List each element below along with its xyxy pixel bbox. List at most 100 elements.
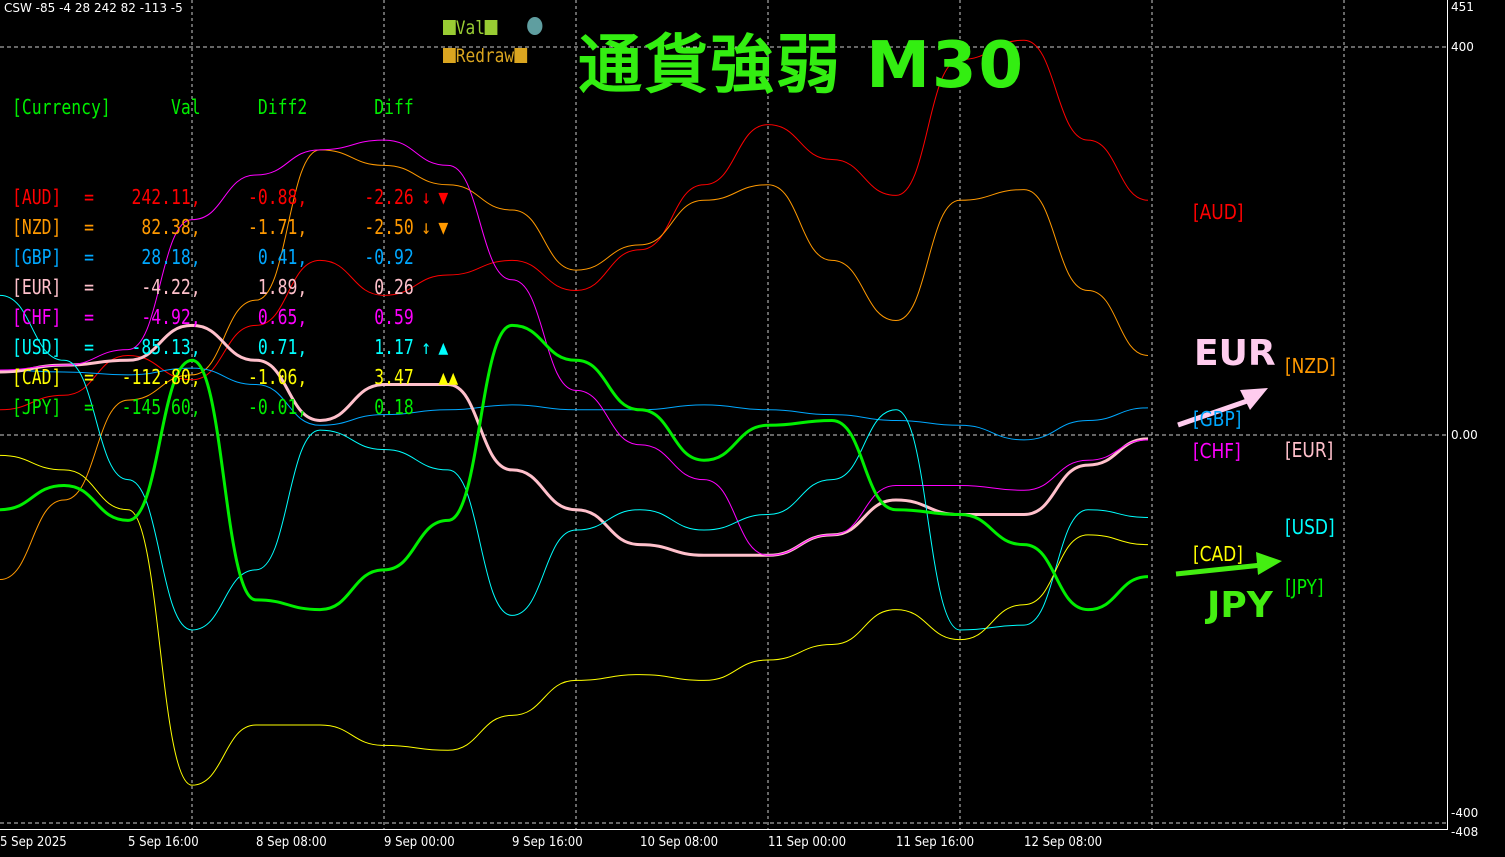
val-square-icon: [484, 20, 498, 35]
diff-cell: 1.17: [374, 335, 414, 359]
diff2-cell: -1.06,: [247, 365, 308, 389]
arrow-icon: [414, 272, 439, 302]
diff-cell: 0.59: [374, 305, 414, 329]
arrow-icon: ↑: [421, 335, 432, 359]
strongest-currency-label: EUR: [1194, 333, 1276, 374]
currency-cell: [AUD]: [12, 185, 62, 209]
val-cell: -145.60,: [121, 395, 201, 419]
currency-cell: [JPY]: [12, 395, 62, 419]
legend-redraw[interactable]: Redraw: [455, 45, 515, 67]
dot-icon[interactable]: [526, 17, 543, 35]
weak-arrow-head-icon: [1256, 552, 1282, 575]
x-tick: 9 Sep 00:00: [384, 835, 455, 850]
x-tick: 8 Sep 08:00: [256, 835, 327, 850]
val-cell: 28.18,: [141, 245, 201, 269]
diff-cell: -2.26: [364, 185, 414, 209]
diff-cell: 0.18: [374, 395, 414, 419]
arrow-icon: ↓: [421, 215, 432, 239]
diff2-cell: -0.88,: [247, 185, 308, 209]
triangle-icon: ▲: [438, 335, 449, 359]
header-diff: Diff: [374, 95, 414, 119]
triangle-icon: [438, 272, 487, 302]
val-cell: 242.11,: [131, 185, 201, 209]
triangle-icon: ▼: [438, 185, 449, 209]
arrow-icon: [414, 392, 439, 422]
currency-cell: [GBP]: [12, 245, 62, 269]
triangle-icon: ▼: [438, 215, 449, 239]
diff2-cell: 0.41,: [257, 245, 308, 269]
strength-table: [Currency] Val Diff2 Diff [AUD] = 242.11, -…: [12, 32, 488, 452]
weak-arrow-icon: [1175, 562, 1263, 577]
currency-cell: [NZD]: [12, 215, 62, 239]
val-cell: -85.13,: [131, 335, 201, 359]
x-tick: 9 Sep 16:00: [512, 835, 583, 850]
equals-cell: =: [84, 245, 95, 269]
table-row: [NZD] = 82.38, -1.71, -2.50 ↓ ▼: [12, 212, 488, 242]
equals-cell: =: [84, 185, 95, 209]
legend: Val Redraw: [443, 14, 543, 70]
line-label-nzd: [NZD]: [1285, 354, 1336, 378]
redraw-square-icon: [443, 48, 456, 63]
line-label-gbp: [GBP]: [1193, 407, 1242, 431]
diff2-cell: -0.01,: [247, 395, 308, 419]
equals-cell: =: [84, 335, 95, 359]
strong-arrow-head-icon: [1240, 388, 1268, 410]
equals-cell: =: [84, 215, 95, 239]
table-row: [AUD] = 242.11, -0.88, -2.26 ↓ ▼: [12, 182, 488, 212]
triangle-icon: [438, 392, 487, 422]
redraw-square-icon: [514, 48, 527, 63]
diff2-cell: 0.71,: [257, 335, 308, 359]
table-row: [USD] = -85.13, 0.71, 1.17 ↑ ▲: [12, 332, 488, 362]
equals-cell: =: [84, 275, 95, 299]
table-header: [Currency] Val Diff2 Diff: [12, 92, 488, 122]
table-row: [EUR] = -4.22, 1.89, 0.26: [12, 272, 488, 302]
diff-cell: -0.92: [364, 245, 414, 269]
strong-arrow-icon: [1177, 397, 1251, 428]
currency-cell: [CAD]: [12, 365, 62, 389]
line-label-aud: [AUD]: [1193, 200, 1244, 224]
table-row: [CHF] = -4.92, 0.65, 0.59: [12, 302, 488, 332]
equals-cell: =: [84, 395, 95, 419]
legend-val[interactable]: Val: [455, 17, 485, 39]
y-tick: -408: [1451, 825, 1479, 839]
chart-title: 通貨強弱 M30: [578, 29, 1026, 103]
arrow-icon: [414, 242, 439, 272]
indicator-header: CSW -85 -4 28 242 82 -113 -5: [4, 1, 183, 15]
header-val: Val: [170, 95, 201, 119]
currency-cell: [USD]: [12, 335, 62, 359]
header-currency: [Currency]: [12, 95, 111, 119]
y-tick: -400: [1451, 806, 1479, 820]
arrow-icon: ↓: [421, 185, 432, 209]
equals-cell: =: [84, 305, 95, 329]
table-row: [GBP] = 28.18, 0.41, -0.92: [12, 242, 488, 272]
y-tick: 0.00: [1451, 428, 1478, 442]
series-line-gbp: [0, 367, 1149, 441]
equals-cell: =: [84, 365, 95, 389]
diff2-cell: 1.89,: [257, 275, 308, 299]
triangle-icon: [438, 242, 487, 272]
diff-cell: 3.47: [374, 365, 414, 389]
line-label-usd: [USD]: [1285, 515, 1335, 539]
table-row: [JPY] = -145.60, -0.01, 0.18: [12, 392, 488, 422]
diff-cell: -2.50: [364, 215, 414, 239]
x-tick: 5 Sep 16:00: [128, 835, 199, 850]
series-line-nzd: [0, 149, 1149, 581]
val-cell: 82.38,: [141, 215, 201, 239]
x-tick: 11 Sep 16:00: [896, 835, 975, 850]
triangle-icon: ▲▲: [438, 365, 459, 389]
table-row: [CAD] = -112.80, -1.06, 3.47 ▲▲: [12, 362, 488, 392]
line-label-chf: [CHF]: [1193, 439, 1241, 463]
diff2-cell: -1.71,: [247, 215, 308, 239]
diff-cell: 0.26: [374, 275, 414, 299]
line-label-eur: [EUR]: [1285, 438, 1334, 462]
x-tick: 5 Sep 2025: [0, 835, 67, 850]
val-cell: -4.22,: [141, 275, 201, 299]
series-line-usd: [0, 294, 1149, 631]
y-tick: 400: [1451, 40, 1474, 54]
val-square-icon: [443, 20, 456, 35]
currency-cell: [CHF]: [12, 305, 62, 329]
x-tick: 12 Sep 08:00: [1024, 835, 1103, 850]
val-cell: -112.80,: [121, 365, 201, 389]
line-label-jpy: [JPY]: [1285, 575, 1324, 599]
